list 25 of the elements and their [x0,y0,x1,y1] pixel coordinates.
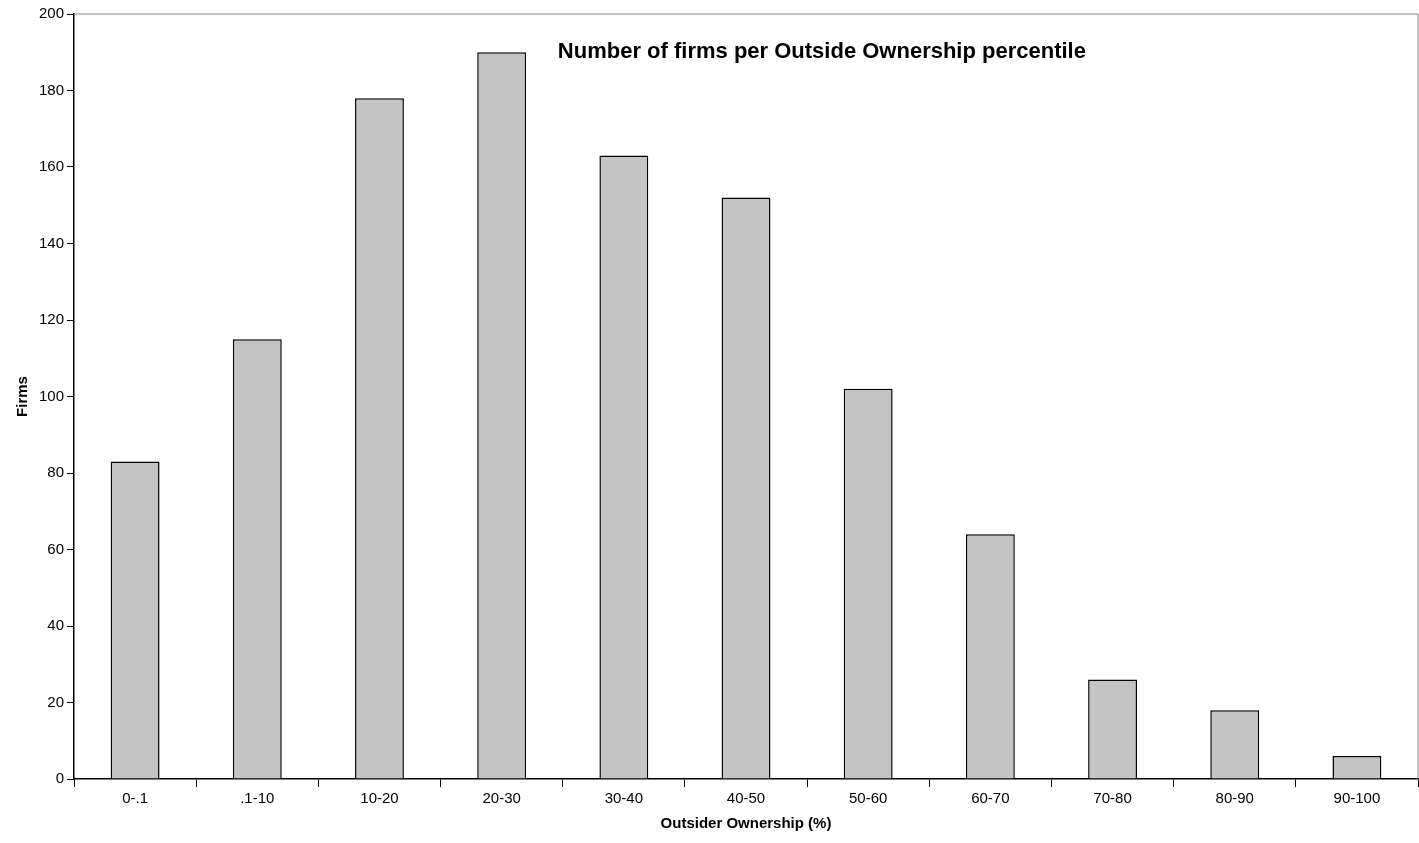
x-axis-title: Outsider Ownership (%) [660,814,832,832]
x-tick-label: 10-20 [360,789,399,807]
text: Number of firms per Outside Ownership percentile [557,38,1086,64]
x-tick-label: 60-70 [971,789,1010,807]
y-tick-label: 160 [39,157,65,175]
x-tick-label: 80-90 [1215,789,1254,807]
x-tick-label: 90-100 [1333,789,1381,807]
y-tick-label: 140 [39,233,65,251]
y-tick-label: 0 [55,769,65,787]
y-tick-label: 40 [47,616,65,634]
y-axis-title: Firms [13,376,31,417]
x-tick-label: 40-50 [726,789,766,807]
x-tick-label: 20-30 [482,789,521,807]
x-tick-label: 30-40 [604,789,644,807]
y-tick-label: 60 [47,539,65,557]
x-tick-label: 0-.1 [122,789,149,807]
y-tick-label: 80 [47,463,65,481]
y-tick-label: 20 [47,692,65,710]
y-tick-label: 180 [39,80,65,98]
x-tick-label: 70-80 [1093,789,1132,807]
y-tick-label: 120 [39,310,65,328]
x-tick-label: 50-60 [849,789,888,807]
x-tick-label: .1-10 [240,789,275,807]
y-tick-label: 200 [39,4,65,22]
y-tick-label: 100 [39,386,65,404]
